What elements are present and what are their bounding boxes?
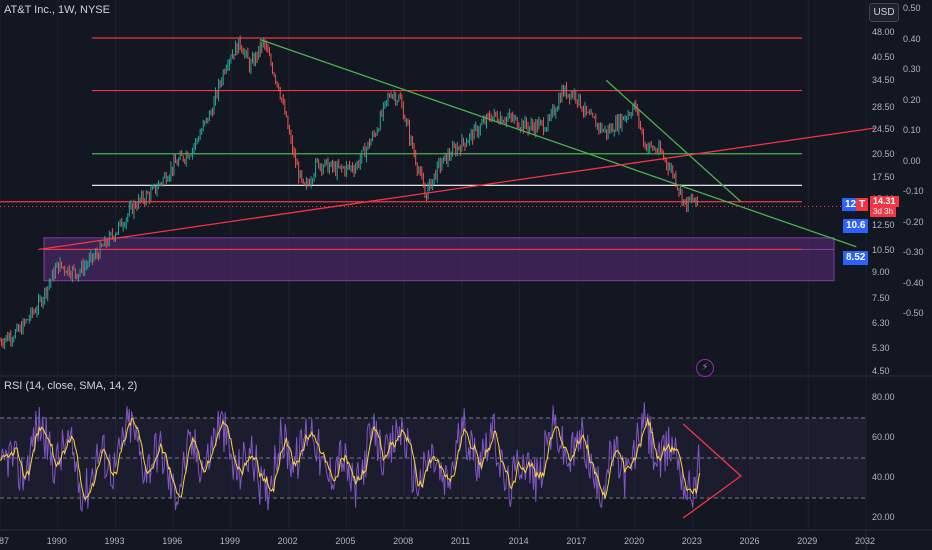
price-flag-badge: T (856, 198, 869, 211)
time-tick: 2014 (508, 536, 529, 546)
trendline-2 (38, 127, 876, 251)
time-tick: 1987 (0, 536, 10, 546)
percent-tick: -0.40 (903, 277, 924, 288)
rsi-triangle (682, 423, 742, 519)
zone-0 (43, 237, 835, 250)
time-tick: 2002 (277, 536, 298, 546)
price-tick: 7.50 (872, 292, 890, 303)
time-tick: 1990 (46, 536, 67, 546)
rsi-line (0, 402, 701, 513)
percent-tick: -0.30 (903, 247, 924, 257)
price-value-badge: 14.31 (870, 196, 899, 207)
percent-tick: -0.20 (903, 216, 924, 227)
trendline-0 (259, 38, 857, 248)
lightning-icon[interactable]: ⚡ (696, 359, 714, 377)
price-tick: 48.00 (872, 27, 895, 38)
price-tick: 12.50 (872, 219, 895, 230)
time-tick: 1993 (104, 536, 125, 546)
time-tick: 2005 (335, 536, 356, 546)
percent-tick: 0.50 (903, 3, 921, 13)
trendline-1 (605, 79, 742, 203)
price-tick: 4.50 (872, 366, 890, 376)
percent-tick: 0.30 (903, 64, 921, 74)
time-tick: 2023 (681, 536, 702, 546)
time-tick: 1996 (162, 536, 183, 546)
level-a-badge: 10.6 (843, 219, 869, 233)
price-tick: 6.30 (872, 317, 890, 328)
price-left-badge: 12 (842, 198, 860, 211)
countdown-badge: 3d 3h (870, 207, 897, 217)
price-tick: 34.50 (872, 74, 895, 85)
time-tick: 2032 (855, 536, 876, 546)
zone-1 (43, 248, 835, 282)
time-tick: 2020 (624, 536, 645, 546)
time-tick: 2008 (393, 536, 414, 546)
time-tick: 2017 (566, 536, 587, 546)
time-tick: 1999 (219, 536, 240, 546)
currency-button[interactable]: USD (869, 3, 899, 22)
percent-tick: -0.50 (903, 308, 924, 318)
percent-tick: -0.10 (903, 186, 924, 196)
time-tick: 2011 (450, 536, 471, 546)
time-tick: 2029 (797, 536, 818, 546)
level-b-badge: 8.52 (843, 251, 869, 265)
rsi-tick: 40.00 (872, 472, 895, 482)
rsi-ma-line (0, 417, 701, 501)
rsi-tick: 20.00 (872, 512, 895, 522)
price-tick: 9.00 (872, 266, 890, 277)
percent-tick: 0.00 (903, 155, 921, 166)
percent-tick: 0.10 (903, 125, 921, 135)
price-tick: 20.50 (872, 149, 895, 160)
price-tick: 28.50 (872, 102, 895, 112)
rsi-tick: 60.00 (872, 432, 895, 442)
price-tick: 10.50 (872, 244, 895, 255)
price-tick: 17.50 (872, 171, 895, 182)
rsi-tick: 80.00 (872, 392, 895, 402)
percent-tick: 0.40 (903, 33, 921, 44)
price-tick: 40.50 (872, 51, 895, 62)
symbol-title: AT&T Inc., 1W, NYSE (4, 4, 110, 16)
price-tick: 5.30 (872, 342, 890, 353)
price-tick: 24.50 (872, 123, 895, 134)
rsi-title: RSI (14, close, SMA, 14, 2) (4, 380, 138, 392)
percent-tick: 0.20 (903, 94, 921, 105)
time-tick: 2026 (739, 536, 760, 546)
